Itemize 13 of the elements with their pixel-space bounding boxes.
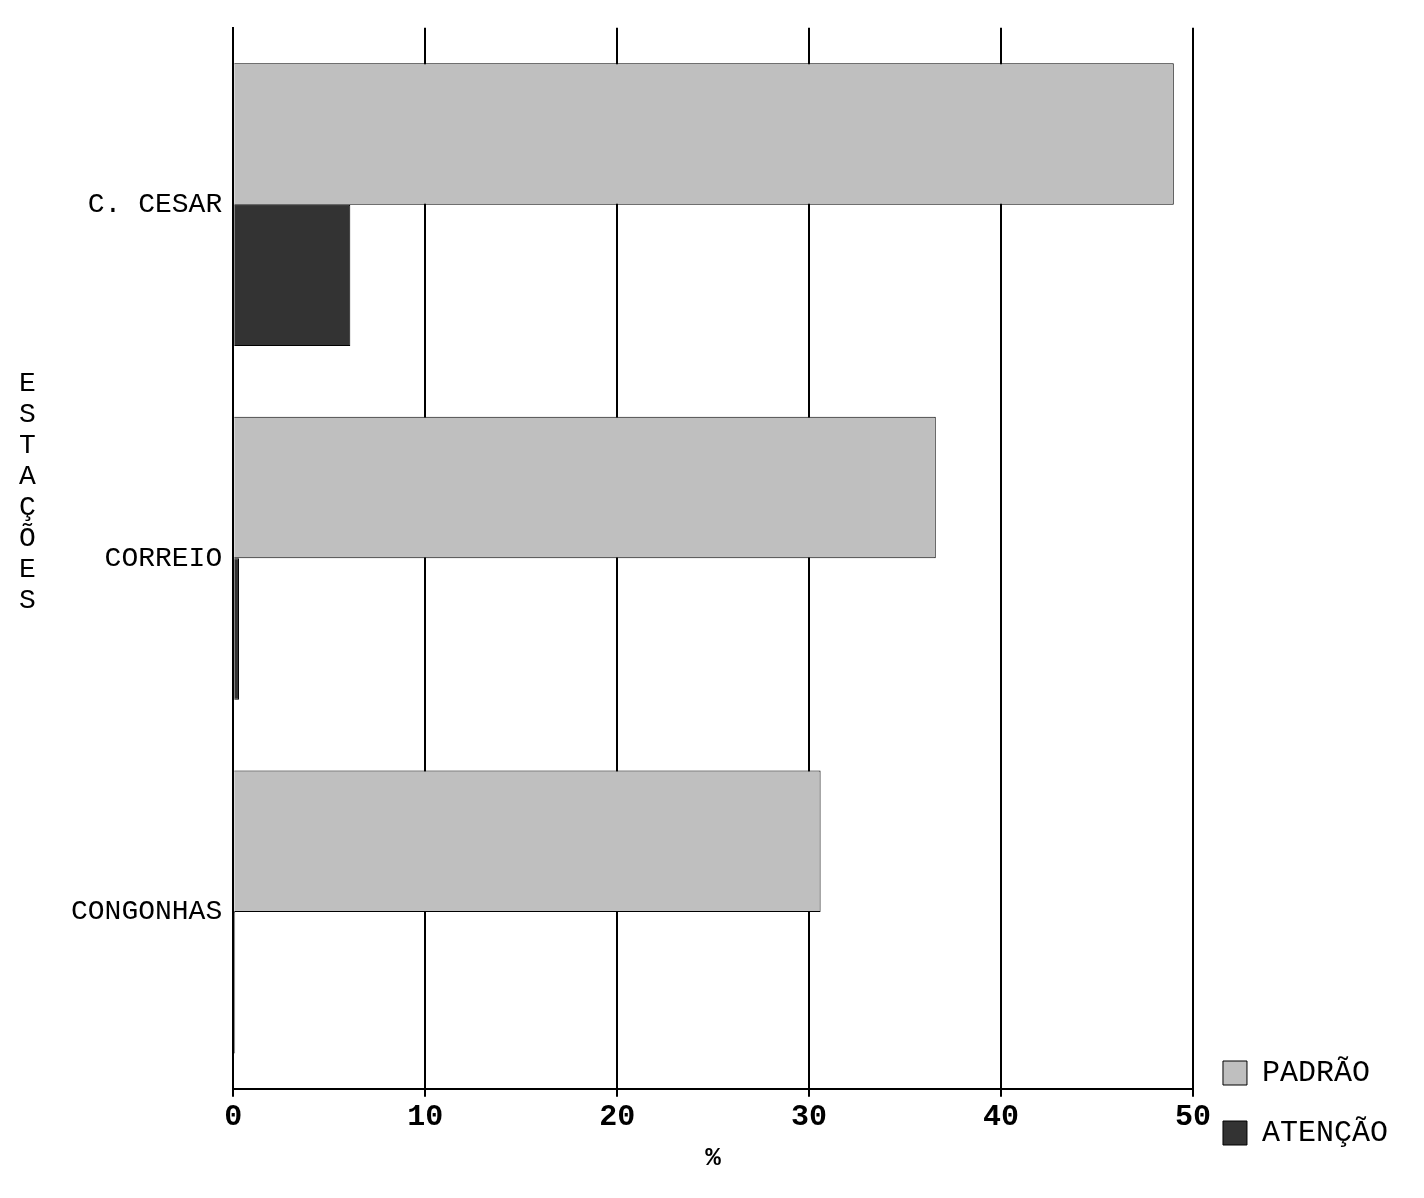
- x-tick-label: 20: [599, 1100, 636, 1135]
- y-tick-label: C. CESAR: [87, 189, 223, 221]
- legend-label: PADRÃO: [1261, 1055, 1371, 1090]
- x-tick-label: 30: [791, 1100, 828, 1135]
- legend-label: ATENÇÃO: [1261, 1115, 1389, 1150]
- y-axis-title: ESTAÇÕES: [12, 368, 43, 616]
- y-tick-label: CONGONHAS: [70, 896, 223, 928]
- y-tick-label: CORREIO: [104, 542, 223, 574]
- x-tick-label: 50: [1174, 1100, 1211, 1135]
- x-axis-title: %: [705, 1142, 722, 1173]
- x-tick-label: 10: [407, 1100, 444, 1135]
- x-tick-label: 40: [983, 1100, 1020, 1135]
- x-tick-label: 0: [224, 1100, 243, 1135]
